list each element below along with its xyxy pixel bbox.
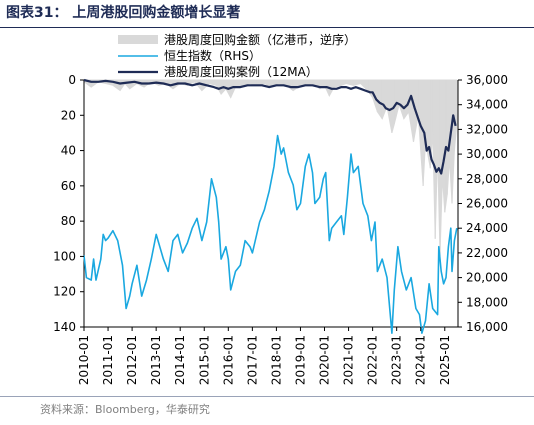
x-tick-label: 2010-01 — [77, 335, 91, 385]
series-buyback-cases-line — [83, 78, 457, 175]
right-tick-label: 26,000 — [466, 197, 508, 211]
right-tick-label: 34,000 — [466, 98, 508, 112]
chart: 港股周度回购金额（亿港币，逆序）恒生指数（RHS）港股周度回购案例（12MA） … — [53, 32, 508, 385]
right-tick-label: 22,000 — [466, 246, 508, 260]
x-tick-label: 2016-01 — [221, 335, 235, 385]
x-tick-label: 2024-01 — [414, 335, 428, 385]
source-note: 资料来源：Bloomberg，华泰研究 — [40, 403, 210, 416]
figure-title: 图表31： 上周港股回购金额增长显著 — [6, 5, 241, 21]
x-tick-label: 2025-01 — [438, 335, 452, 385]
right-tick-label: 36,000 — [466, 73, 508, 87]
x-tick-label: 2012-01 — [125, 335, 139, 385]
right-tick-label: 18,000 — [466, 295, 508, 309]
x-tick-label: 2011-01 — [101, 335, 115, 385]
series-hsi-line — [83, 134, 458, 334]
x-tick-label: 2015-01 — [197, 335, 211, 385]
x-tick-label: 2014-01 — [173, 335, 187, 385]
legend-swatch-buyback-amount — [118, 35, 158, 44]
right-tick-label: 30,000 — [466, 147, 508, 161]
right-tick-label: 20,000 — [466, 271, 508, 285]
legend: 港股周度回购金额（亿港币，逆序）恒生指数（RHS）港股周度回购案例（12MA） — [118, 32, 356, 79]
left-tick-label: 140 — [53, 320, 76, 334]
legend-label-3: 港股周度回购案例（12MA） — [164, 64, 318, 79]
title-divider — [0, 27, 534, 28]
legend-label-1: 港股周度回购金额（亿港币，逆序） — [164, 32, 356, 47]
right-tick-label: 24,000 — [466, 221, 508, 235]
x-tick-label: 2023-01 — [390, 335, 404, 385]
tick-labels: 0 20 40 60 80 100 120 140 16,000 18,000 20,000 22,0… — [53, 73, 508, 385]
x-tick-label: 2017-01 — [245, 335, 259, 385]
left-tick-label: 20 — [61, 108, 76, 122]
left-tick-label: 40 — [61, 144, 76, 158]
source-divider — [0, 396, 534, 397]
right-tick-label: 28,000 — [466, 172, 508, 186]
right-tick-label: 32,000 — [466, 122, 508, 136]
left-tick-label: 120 — [53, 285, 76, 299]
x-tick-label: 2021-01 — [342, 335, 356, 385]
x-tick-label: 2022-01 — [366, 335, 380, 385]
x-tick-label: 2013-01 — [149, 335, 163, 385]
right-tick-label: 16,000 — [466, 320, 508, 334]
left-tick-label: 100 — [53, 249, 76, 263]
left-tick-label: 60 — [61, 179, 76, 193]
legend-label-2: 恒生指数（RHS） — [164, 48, 261, 63]
left-tick-label: 80 — [61, 214, 76, 228]
x-tick-label: 2019-01 — [293, 335, 307, 385]
left-tick-label: 0 — [68, 73, 76, 87]
x-tick-label: 2020-01 — [318, 335, 332, 385]
x-tick-label: 2018-01 — [269, 335, 283, 385]
